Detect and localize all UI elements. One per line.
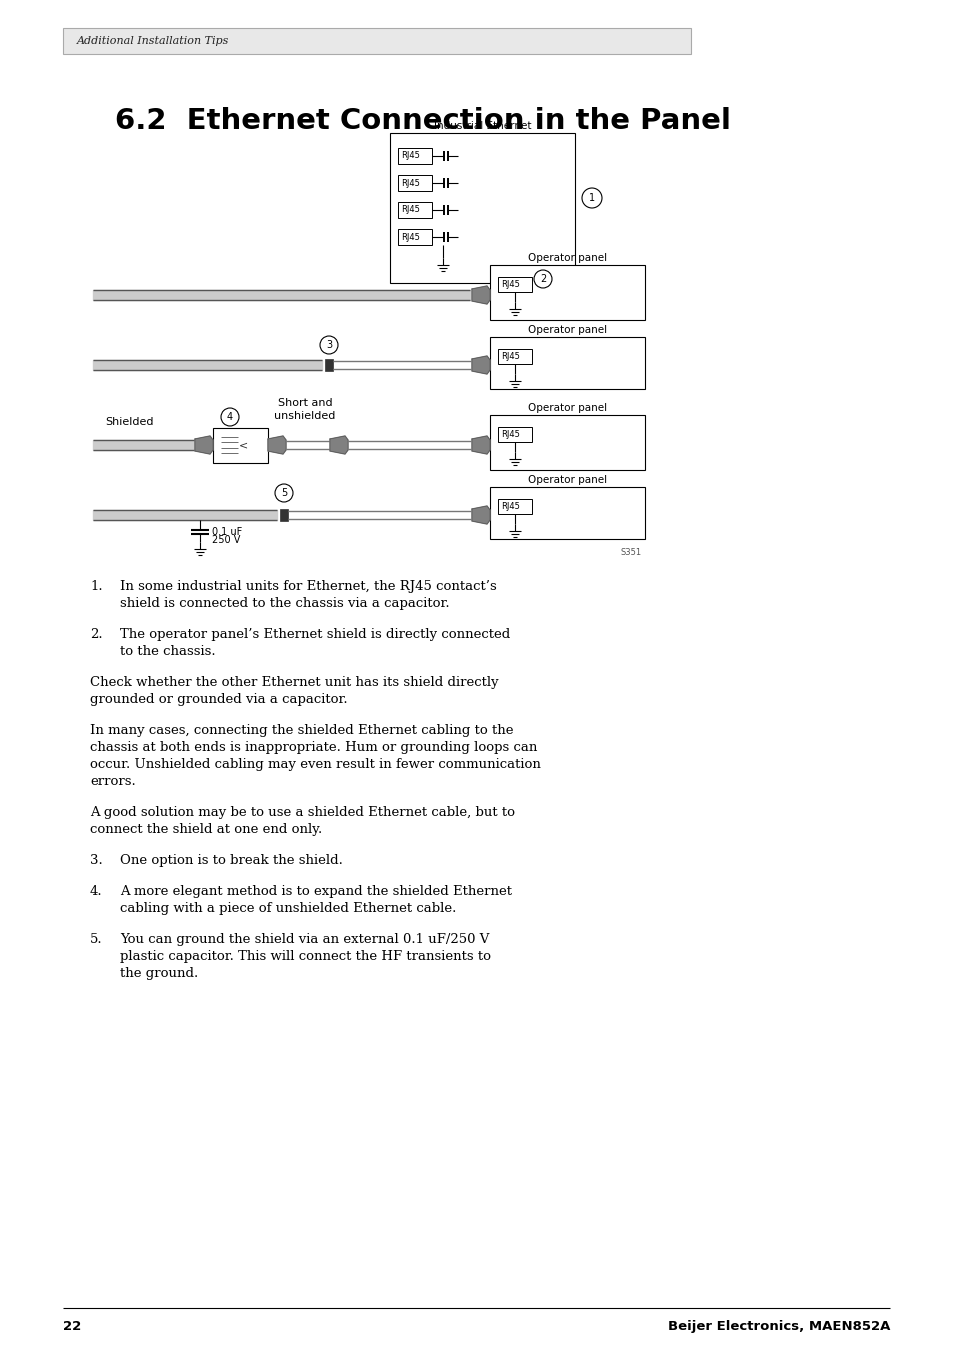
Text: grounded or grounded via a capacitor.: grounded or grounded via a capacitor. (90, 693, 347, 707)
Text: One option is to break the shield.: One option is to break the shield. (120, 854, 342, 867)
Text: shield is connected to the chassis via a capacitor.: shield is connected to the chassis via a… (120, 597, 449, 611)
Bar (213, 428, 268, 463)
Text: Operator panel: Operator panel (527, 253, 606, 263)
Text: 1.: 1. (90, 580, 103, 593)
Polygon shape (472, 507, 490, 524)
Polygon shape (330, 436, 348, 454)
Polygon shape (92, 359, 322, 370)
Text: Short and
unshielded: Short and unshielded (274, 397, 335, 422)
Bar (397, 176, 432, 190)
Text: 250 V: 250 V (212, 535, 240, 544)
Bar (497, 499, 532, 513)
Bar (325, 359, 333, 372)
Polygon shape (472, 436, 490, 454)
Polygon shape (92, 440, 194, 450)
Text: 5: 5 (280, 488, 287, 499)
Bar (63, 28, 690, 54)
Text: 2: 2 (539, 274, 545, 284)
Bar (390, 132, 575, 282)
Text: Operator panel: Operator panel (527, 326, 606, 335)
Text: RJ45: RJ45 (500, 503, 519, 511)
Polygon shape (268, 436, 286, 454)
Bar (497, 277, 532, 292)
Text: In many cases, connecting the shielded Ethernet cabling to the: In many cases, connecting the shielded E… (90, 724, 513, 738)
Bar (397, 230, 432, 245)
Text: connect the shield at one end only.: connect the shield at one end only. (90, 823, 322, 836)
Text: The operator panel’s Ethernet shield is directly connected: The operator panel’s Ethernet shield is … (120, 628, 510, 640)
Bar (490, 486, 644, 539)
Text: 3.: 3. (90, 854, 103, 867)
Bar (497, 427, 532, 442)
Text: 22: 22 (63, 1320, 81, 1333)
Text: 3: 3 (326, 340, 332, 350)
Text: S351: S351 (620, 549, 641, 557)
Text: RJ45: RJ45 (500, 430, 519, 439)
Text: 0.1 uF: 0.1 uF (212, 527, 242, 536)
Text: RJ45: RJ45 (400, 151, 419, 161)
Text: 5.: 5. (90, 934, 103, 946)
Bar (397, 203, 432, 218)
Text: In some industrial units for Ethernet, the RJ45 contact’s: In some industrial units for Ethernet, t… (120, 580, 497, 593)
Text: chassis at both ends is inappropriate. Hum or grounding loops can: chassis at both ends is inappropriate. H… (90, 740, 537, 754)
Text: RJ45: RJ45 (500, 353, 519, 361)
Text: Additional Installation Tips: Additional Installation Tips (77, 36, 229, 46)
Bar (490, 336, 644, 389)
Text: occur. Unshielded cabling may even result in fewer communication: occur. Unshielded cabling may even resul… (90, 758, 540, 771)
Text: RJ45: RJ45 (400, 178, 419, 188)
Text: plastic capacitor. This will connect the HF transients to: plastic capacitor. This will connect the… (120, 950, 491, 963)
Text: to the chassis.: to the chassis. (120, 644, 215, 658)
Bar (280, 509, 288, 521)
Polygon shape (92, 509, 276, 520)
Bar (397, 149, 432, 163)
Polygon shape (472, 357, 490, 374)
Text: You can ground the shield via an external 0.1 uF/250 V: You can ground the shield via an externa… (120, 934, 489, 946)
Text: Beijer Electronics, MAEN852A: Beijer Electronics, MAEN852A (667, 1320, 889, 1333)
Text: the ground.: the ground. (120, 967, 198, 979)
Text: Operator panel: Operator panel (527, 476, 606, 485)
Text: 2.: 2. (90, 628, 103, 640)
Polygon shape (472, 286, 490, 304)
Text: RJ45: RJ45 (500, 280, 519, 289)
Text: A good solution may be to use a shielded Ethernet cable, but to: A good solution may be to use a shielded… (90, 807, 515, 819)
Text: errors.: errors. (90, 775, 135, 788)
Text: 1: 1 (588, 193, 595, 203)
Text: RJ45: RJ45 (400, 232, 419, 242)
Text: A more elegant method is to expand the shielded Ethernet: A more elegant method is to expand the s… (120, 885, 512, 898)
Text: 6.2  Ethernet Connection in the Panel: 6.2 Ethernet Connection in the Panel (115, 107, 730, 135)
Text: <: < (239, 440, 249, 450)
Text: Shielded: Shielded (105, 417, 153, 427)
Polygon shape (194, 436, 213, 454)
Text: Check whether the other Ethernet unit has its shield directly: Check whether the other Ethernet unit ha… (90, 676, 498, 689)
Text: 4: 4 (227, 412, 233, 422)
Text: 4.: 4. (90, 885, 103, 898)
Bar (497, 349, 532, 363)
Text: Industrial Ethernet: Industrial Ethernet (434, 122, 531, 131)
Bar (490, 265, 644, 320)
Text: RJ45: RJ45 (400, 205, 419, 215)
Bar (490, 415, 644, 470)
Text: cabling with a piece of unshielded Ethernet cable.: cabling with a piece of unshielded Ether… (120, 902, 456, 915)
Polygon shape (92, 290, 470, 300)
Text: Operator panel: Operator panel (527, 403, 606, 413)
